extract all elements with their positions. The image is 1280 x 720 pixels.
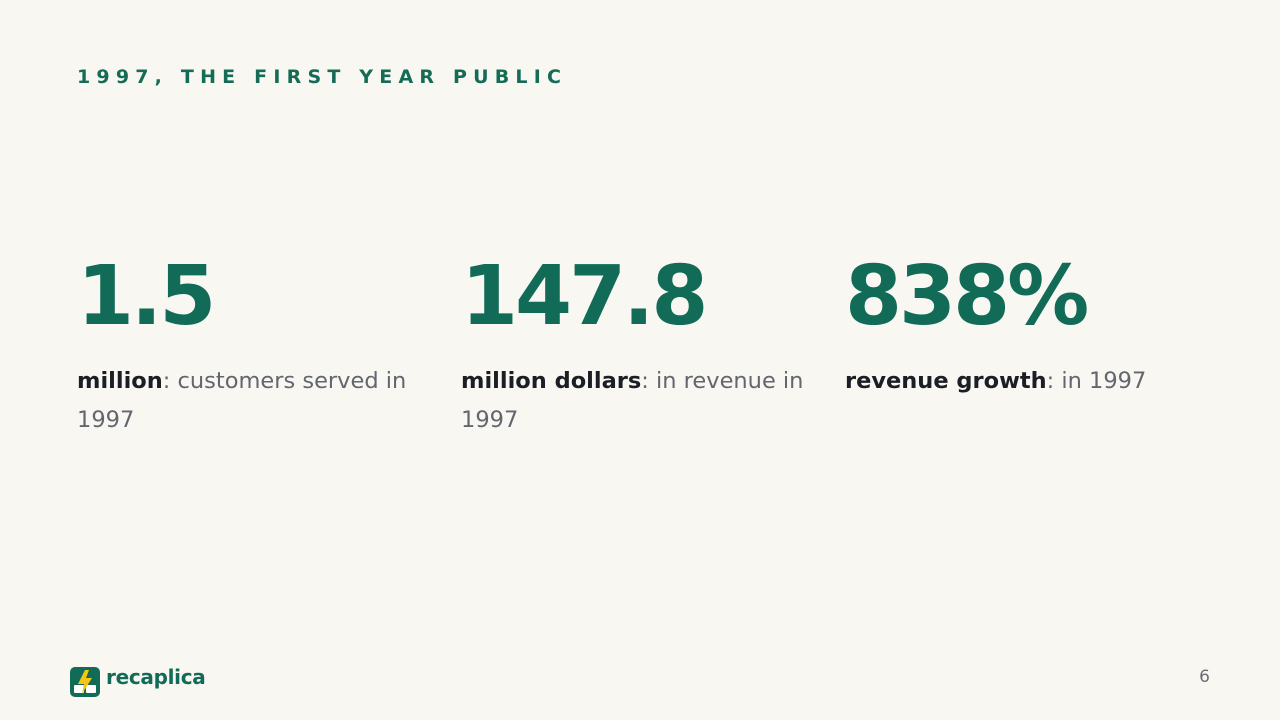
stat-rest: : in 1997 [1046, 368, 1147, 394]
stat-description: million: customers served in 1997 [77, 362, 427, 440]
stat-lead: million [77, 368, 163, 394]
stat-value: 147.8 [461, 249, 708, 344]
stat-growth: 838% revenue growth: in 1997 [845, 254, 1225, 401]
brand-logo: recaplica [70, 664, 206, 700]
stat-revenue: 147.8 million dollars: in revenue in 199… [461, 254, 811, 440]
stats-row: 1.5 million: customers served in 1997 14… [0, 254, 1280, 454]
stat-rest: : customers served in 1997 [77, 368, 407, 433]
slide-eyebrow: 1997, THE FIRST YEAR PUBLIC [77, 66, 568, 88]
stat-value: 838% [845, 249, 1089, 344]
stat-description: revenue growth: in 1997 [845, 362, 1225, 401]
stat-description: million dollars: in revenue in 1997 [461, 362, 811, 440]
stat-rest: : in revenue in 1997 [461, 368, 804, 433]
book-lightning-icon [70, 667, 100, 697]
stat-customers: 1.5 million: customers served in 1997 [77, 254, 427, 440]
stat-lead: revenue growth [845, 368, 1047, 394]
stat-value: 1.5 [77, 249, 216, 344]
brand-name: recaplica [106, 665, 206, 689]
page-number: 6 [1199, 667, 1210, 687]
stat-lead: million dollars [461, 368, 642, 394]
